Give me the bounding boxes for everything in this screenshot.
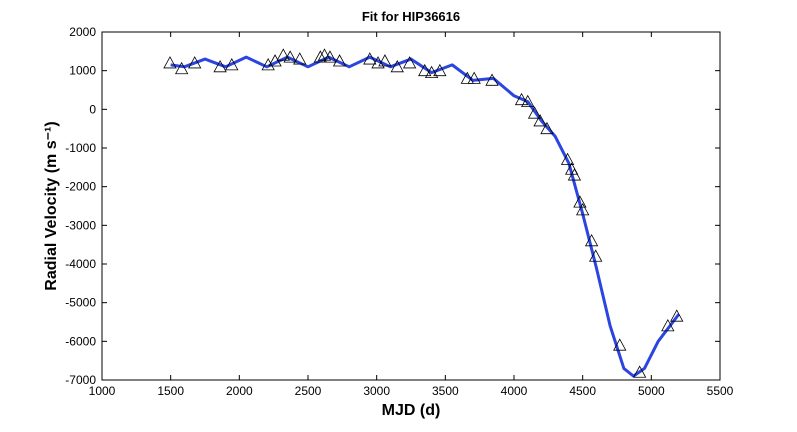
y-tick-label: 2000 (69, 25, 96, 39)
data-point (283, 50, 297, 63)
y-tick-label: 1000 (69, 64, 96, 78)
data-point (225, 58, 239, 71)
x-tick-label: 3500 (432, 384, 459, 398)
data-point (527, 106, 542, 119)
data-point (533, 114, 547, 127)
data-point (293, 52, 307, 65)
data-point (332, 54, 347, 67)
data-point (661, 319, 675, 332)
data-point (589, 249, 603, 262)
data-point (433, 63, 447, 77)
data-point (402, 56, 417, 69)
data-point (313, 50, 328, 63)
x-tick-label: 1000 (89, 384, 116, 398)
x-tick-label: 5500 (707, 384, 734, 398)
data-point (163, 56, 177, 69)
plot-area (101, 31, 721, 381)
data-point (540, 121, 554, 135)
x-tick-label: 4500 (569, 384, 596, 398)
data-point (363, 52, 377, 65)
data-point (632, 365, 647, 378)
data-point (378, 54, 392, 67)
x-tick-label: 2500 (295, 384, 322, 398)
data-point (575, 203, 590, 216)
y-tick-label: 0 (89, 102, 96, 116)
data-point (323, 50, 337, 63)
data-point (213, 59, 227, 73)
y-axis-label: Radial Velocity (m s⁻¹) (43, 121, 60, 290)
data-point (460, 71, 474, 84)
data-point (567, 168, 582, 181)
data-point (174, 61, 189, 75)
data-point (573, 195, 587, 208)
y-tick-label: -4000 (65, 257, 96, 271)
x-tick-label: 2000 (226, 384, 253, 398)
y-tick-label: -5000 (65, 296, 96, 310)
data-point (317, 48, 332, 61)
fit-line (170, 55, 680, 378)
y-tick-label: -2000 (65, 180, 96, 194)
data-point (514, 92, 529, 106)
data-point (188, 56, 202, 69)
x-axis-label: MJD (d) (382, 402, 441, 419)
data-point (670, 309, 684, 322)
data-point (276, 48, 290, 61)
data-point (560, 152, 575, 165)
x-tick-label: 5000 (638, 384, 665, 398)
x-tick-label: 3000 (363, 384, 390, 398)
data-point (424, 65, 439, 78)
data-point (613, 338, 627, 351)
data-point (261, 58, 275, 71)
data-point (485, 73, 499, 86)
y-tick-label: -7000 (65, 373, 96, 387)
x-tick-label: 1500 (157, 384, 184, 398)
data-point (521, 94, 535, 107)
y-tick-label: -6000 (65, 334, 96, 348)
data-point (418, 63, 432, 77)
chart-title: Fit for HIP36616 (362, 9, 460, 24)
data-point (390, 59, 404, 73)
data-point (467, 71, 481, 84)
data-point (584, 233, 599, 247)
y-tick-label: -3000 (65, 218, 96, 232)
x-tick-label: 4000 (501, 384, 528, 398)
y-tick-label: -1000 (65, 141, 96, 155)
